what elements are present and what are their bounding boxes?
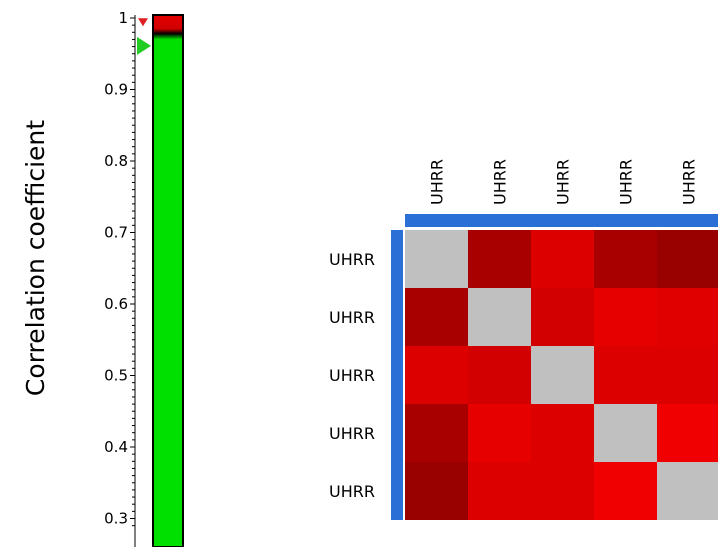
colorbar-gradient (153, 15, 183, 547)
heatmap-cell[interactable] (405, 462, 468, 520)
row-label: UHRR (329, 308, 375, 327)
heatmap-cell[interactable] (531, 462, 594, 520)
heatmap: UHRR UHRR UHRR UHRR UHRR UHRR UHRR UHRR UHRR UHRR (329, 159, 718, 520)
column-label: UHRR (554, 159, 573, 205)
row-dendrogram (391, 230, 403, 520)
y-tick-label: 0.9 (104, 81, 128, 99)
colorbar (152, 14, 184, 547)
y-tick-label: 0.7 (104, 224, 128, 242)
colorbar-frame (152, 14, 184, 547)
heatmap-cell[interactable] (657, 462, 718, 520)
y-tick-label: 0.3 (104, 510, 128, 528)
heatmap-cell[interactable] (657, 288, 718, 346)
heatmap-cell[interactable] (594, 404, 657, 462)
row-label: UHRR (329, 424, 375, 443)
heatmap-cell[interactable] (657, 346, 718, 404)
y-tick-label: 1 (118, 9, 128, 27)
colorbar-markers (137, 18, 151, 55)
heatmap-cell[interactable] (594, 288, 657, 346)
heatmap-cell[interactable] (531, 346, 594, 404)
heatmap-cell[interactable] (468, 462, 531, 520)
threshold-marker[interactable] (138, 18, 148, 27)
column-label: UHRR (680, 159, 699, 205)
column-label: UHRR (491, 159, 510, 205)
colorbar-axis-title: Correlation coefficient (21, 120, 50, 396)
heatmap-cell[interactable] (468, 288, 531, 346)
heatmap-cell[interactable] (468, 404, 531, 462)
y-tick-label: 0.8 (104, 152, 128, 170)
heatmap-cell[interactable] (405, 346, 468, 404)
heatmap-cell[interactable] (531, 288, 594, 346)
heatmap-cell[interactable] (531, 404, 594, 462)
heatmap-cell[interactable] (657, 404, 718, 462)
y-tick-label: 0.4 (104, 438, 128, 456)
heatmap-cell[interactable] (594, 230, 657, 288)
column-label: UHRR (617, 159, 636, 205)
row-label: UHRR (329, 366, 375, 385)
heatmap-cell[interactable] (468, 230, 531, 288)
y-tick-label: 0.6 (104, 295, 128, 313)
column-dendrogram (405, 214, 718, 227)
heatmap-cell[interactable] (657, 230, 718, 288)
threshold-marker[interactable] (137, 36, 151, 55)
heatmap-cell[interactable] (594, 462, 657, 520)
heatmap-cell[interactable] (405, 230, 468, 288)
column-label: UHRR (428, 159, 447, 205)
row-label: UHRR (329, 482, 375, 501)
heatmap-cell[interactable] (405, 288, 468, 346)
heatmap-cell[interactable] (405, 404, 468, 462)
colorbar-axis: 1 0.9 0.8 0.7 0.6 0.5 0.4 0.3 (104, 9, 136, 547)
heatmap-cell[interactable] (531, 230, 594, 288)
heatmap-cell[interactable] (594, 346, 657, 404)
y-tick-label: 0.5 (104, 367, 128, 385)
row-label: UHRR (329, 250, 375, 269)
heatmap-cell[interactable] (468, 346, 531, 404)
